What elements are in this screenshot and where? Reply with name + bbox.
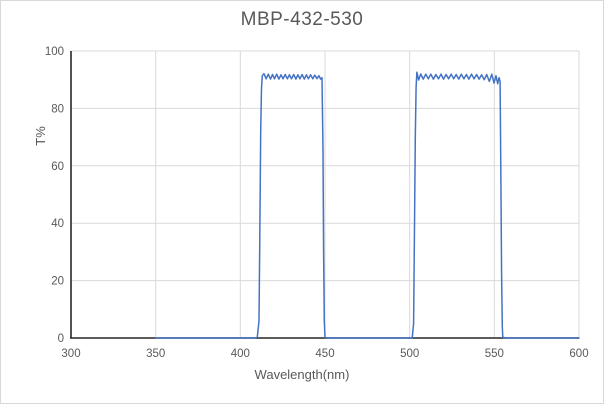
series-line [154, 71, 580, 339]
y-tick-label: 80 [51, 103, 64, 115]
y-tick-label: 20 [51, 276, 64, 288]
y-tick-label: 0 [58, 333, 64, 345]
y-tick-label: 60 [51, 161, 64, 173]
y-tick-label: 40 [51, 218, 64, 230]
x-tick-label: 550 [485, 348, 504, 360]
x-tick-label: 300 [61, 348, 80, 360]
chart-title: MBP-432-530 [240, 9, 364, 30]
x-tick-label: 350 [146, 348, 165, 360]
x-tick-label: 500 [400, 348, 419, 360]
x-tick-label: 450 [315, 348, 334, 360]
x-tick-label: 600 [569, 348, 588, 360]
x-axis-title: Wavelength(nm) [254, 367, 350, 382]
y-axis-title: T% [32, 126, 48, 146]
y-tick-label: 100 [45, 46, 64, 58]
x-tick-label: 400 [231, 348, 250, 360]
